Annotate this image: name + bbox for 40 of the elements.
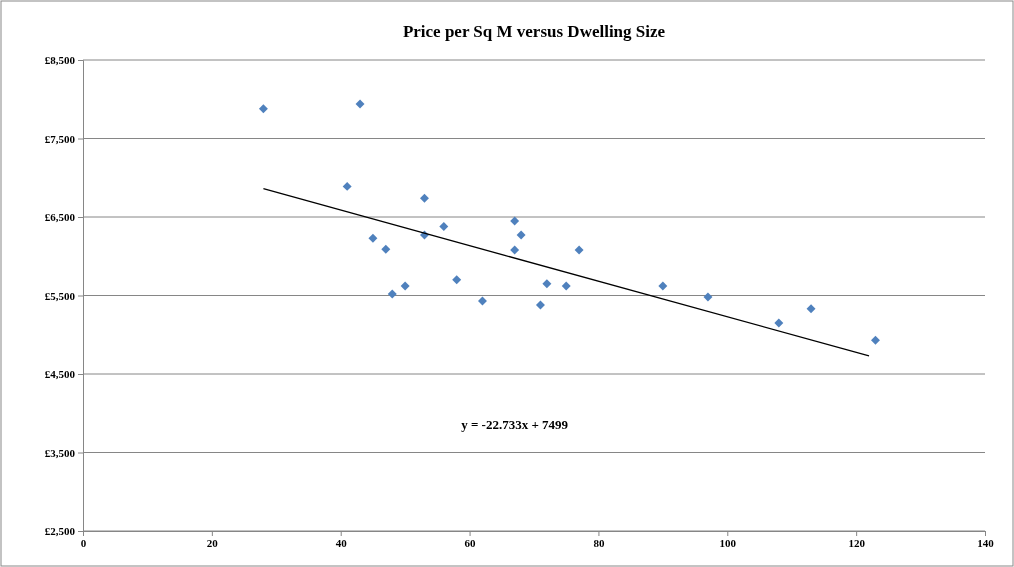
x-tick-label: 100 bbox=[719, 536, 737, 549]
y-tick-label: £3,500 bbox=[44, 446, 76, 459]
x-tick-label: 140 bbox=[977, 536, 995, 549]
point bbox=[400, 281, 410, 291]
point bbox=[774, 318, 784, 328]
y-tick-label: £5,500 bbox=[44, 289, 76, 302]
point bbox=[510, 216, 520, 226]
x-tick-label: 0 bbox=[80, 536, 87, 549]
y-tick-label: £8,500 bbox=[44, 54, 76, 67]
point bbox=[806, 304, 816, 314]
point bbox=[561, 281, 571, 291]
annotation: y = -22.733x + 7499 bbox=[461, 416, 569, 432]
point bbox=[658, 281, 668, 291]
point bbox=[542, 279, 552, 289]
point bbox=[510, 245, 520, 255]
point bbox=[258, 104, 268, 114]
point bbox=[420, 193, 429, 203]
point bbox=[387, 289, 397, 299]
point bbox=[574, 245, 584, 255]
x-tick-label: 80 bbox=[593, 536, 605, 549]
y-tick-label: £6,500 bbox=[44, 211, 76, 224]
x-tick-label: 60 bbox=[464, 536, 477, 549]
point bbox=[703, 292, 713, 302]
point bbox=[439, 221, 449, 231]
x-tick-label: 120 bbox=[848, 536, 866, 549]
point bbox=[381, 244, 391, 254]
y-tick-label: £4,500 bbox=[44, 368, 76, 381]
point bbox=[871, 335, 880, 345]
x-tick-label: 20 bbox=[206, 536, 219, 549]
point bbox=[368, 233, 378, 243]
point bbox=[452, 275, 462, 285]
point bbox=[535, 300, 545, 310]
x-tick-label: 40 bbox=[335, 536, 348, 549]
y-tick-label: £2,500 bbox=[44, 525, 76, 538]
point bbox=[477, 296, 487, 306]
point bbox=[355, 99, 365, 109]
point bbox=[516, 230, 526, 240]
chart-title: Price per Sq M versus Dwelling Size bbox=[402, 22, 666, 41]
y-tick-label: £7,500 bbox=[44, 132, 76, 145]
point bbox=[342, 181, 352, 191]
